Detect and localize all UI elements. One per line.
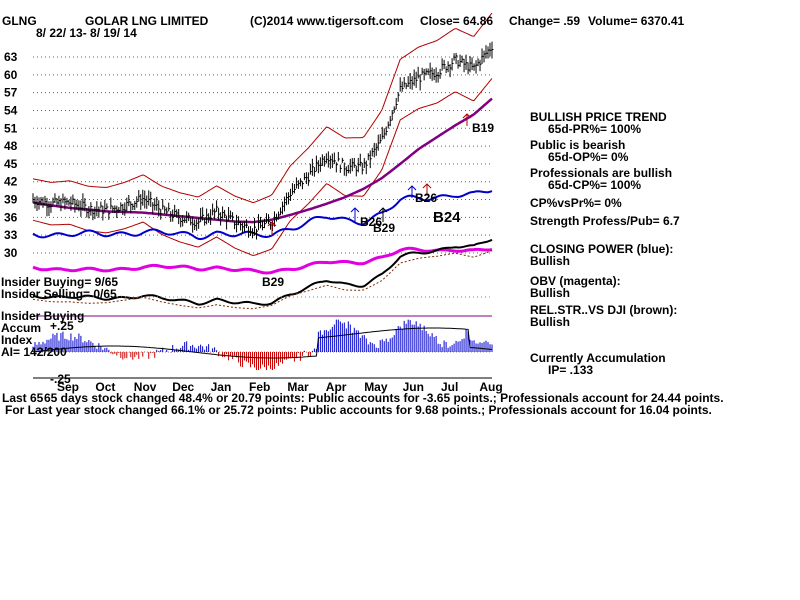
y-tick-label: 33 [4,228,18,242]
insider-buying-ratio: Insider Buying= 9/65 [1,275,118,289]
accumulation-status: Currently Accumulation [530,351,666,365]
y-tick-label: 42 [4,175,18,189]
obv-status: Bullish [530,286,570,300]
index-label: Index [1,333,33,347]
y-tick-label: 63 [4,50,18,64]
y-tick-label: 51 [4,121,18,135]
signal-arrows [267,113,472,236]
footer-65day-summary: 65 days stock changed 48.4% or 20.79 poi… [44,391,724,405]
insider-selling-ratio: Insider Selling= 0/65 [1,287,117,301]
x-tick-label: Sep [57,380,79,394]
volume-value: Volume= 6370.41 [588,14,684,28]
obv-label: OBV (magenta): [530,274,621,288]
y-axis-labels: 63 60 57 54 51 48 45 42 39 36 33 30 [4,50,18,260]
ip-value: IP= .133 [548,363,593,377]
rel-strength-line [32,238,493,306]
right-panel: BULLISH PRICE TREND 65d-PR%= 100% Public… [530,110,680,377]
cp-percent: 65d-CP%= 100% [548,178,641,192]
ticker: GLNG [2,14,37,28]
public-status: Public is bearish [530,138,625,152]
buy-arrow [378,207,388,222]
ai-value: AI= 142/200 [1,345,67,359]
x-tick-label: Apr [326,380,347,394]
signal-label: B29 [373,221,395,235]
lower-band [32,78,493,256]
y-tick-label: 57 [4,86,18,100]
x-tick-label: Jan [211,380,232,394]
copyright: (C)2014 www.tigersoft.com [250,14,404,28]
y-tick-label: 54 [4,103,18,117]
y-tick-label: 39 [4,193,18,207]
y-tick-label: 36 [4,210,18,224]
insider-buying-label: Insider Buying [1,309,84,323]
buy-arrow [407,185,417,198]
x-tick-label: Jun [403,380,424,394]
buy-arrow [267,221,277,236]
cp-vs-pr: CP%vsPr%= 0% [530,196,622,210]
signal-label: B19 [472,121,494,135]
signal-label: B24 [433,209,461,226]
y-tick-label: 48 [4,139,18,153]
rel-strength-status: Bullish [530,315,570,329]
accumulation-histogram [32,319,493,370]
op-percent: 65d-OP%= 0% [548,150,629,164]
obv-line [32,246,493,275]
footer-year-summary: For Last year stock changed 66.1% or 25.… [5,403,712,417]
signal-label: B26 [360,215,382,229]
rel-strength-label: REL.STR..VS DJI (brown): [530,303,677,317]
accum-ma-line [32,327,493,359]
x-tick-label: May [364,380,388,394]
closing-power-line [32,190,493,241]
y-tick-label: 60 [4,68,18,82]
accum-top-value: +.25 [50,319,74,333]
x-tick-label: Dec [172,380,194,394]
x-tick-label: Oct [95,380,115,394]
indicator-lines [32,190,493,317]
strength-ratio: Strength Profess/Pub= 6.7 [530,214,680,228]
signal-label: B29 [262,275,284,289]
x-axis-labels: Sep Oct Nov Dec Jan Feb Mar Apr May Jun Jul Aug [33,377,503,394]
x-tick-label: Feb [249,380,270,394]
price-bars [32,41,494,240]
close-value: Close= 64.86 [420,14,493,28]
bollinger-bands [32,12,493,256]
accum-bottom-value: -.25 [50,372,71,386]
company-name: GOLAR LNG LIMITED [85,14,209,28]
pr-percent: 65d-PR%= 100% [548,122,641,136]
x-tick-label: Nov [134,380,157,394]
date-range: 8/ 22/ 13- 8/ 19/ 14 [36,26,137,40]
x-tick-label: Aug [479,380,502,394]
upper-band [32,12,493,204]
buy-arrow [350,207,360,222]
closing-power-status: Bullish [530,254,570,268]
price-trend: BULLISH PRICE TREND [530,110,667,124]
x-tick-label: Mar [287,380,309,394]
y-tick-label: 45 [4,157,18,171]
rel-strength-ma [32,250,493,310]
accum-label: Accum [1,321,41,335]
x-tick-label: Jul [441,380,458,394]
closing-power-label: CLOSING POWER (blue): [530,242,673,256]
professional-status: Professionals are bullish [530,166,672,180]
footer-prefix: Last 65 [2,391,44,405]
buy-arrow [422,183,432,196]
y-tick-label: 30 [4,246,18,260]
signal-label: B26 [415,191,437,205]
buy-arrow [462,113,472,126]
change-value: Change= .59 [509,14,580,28]
